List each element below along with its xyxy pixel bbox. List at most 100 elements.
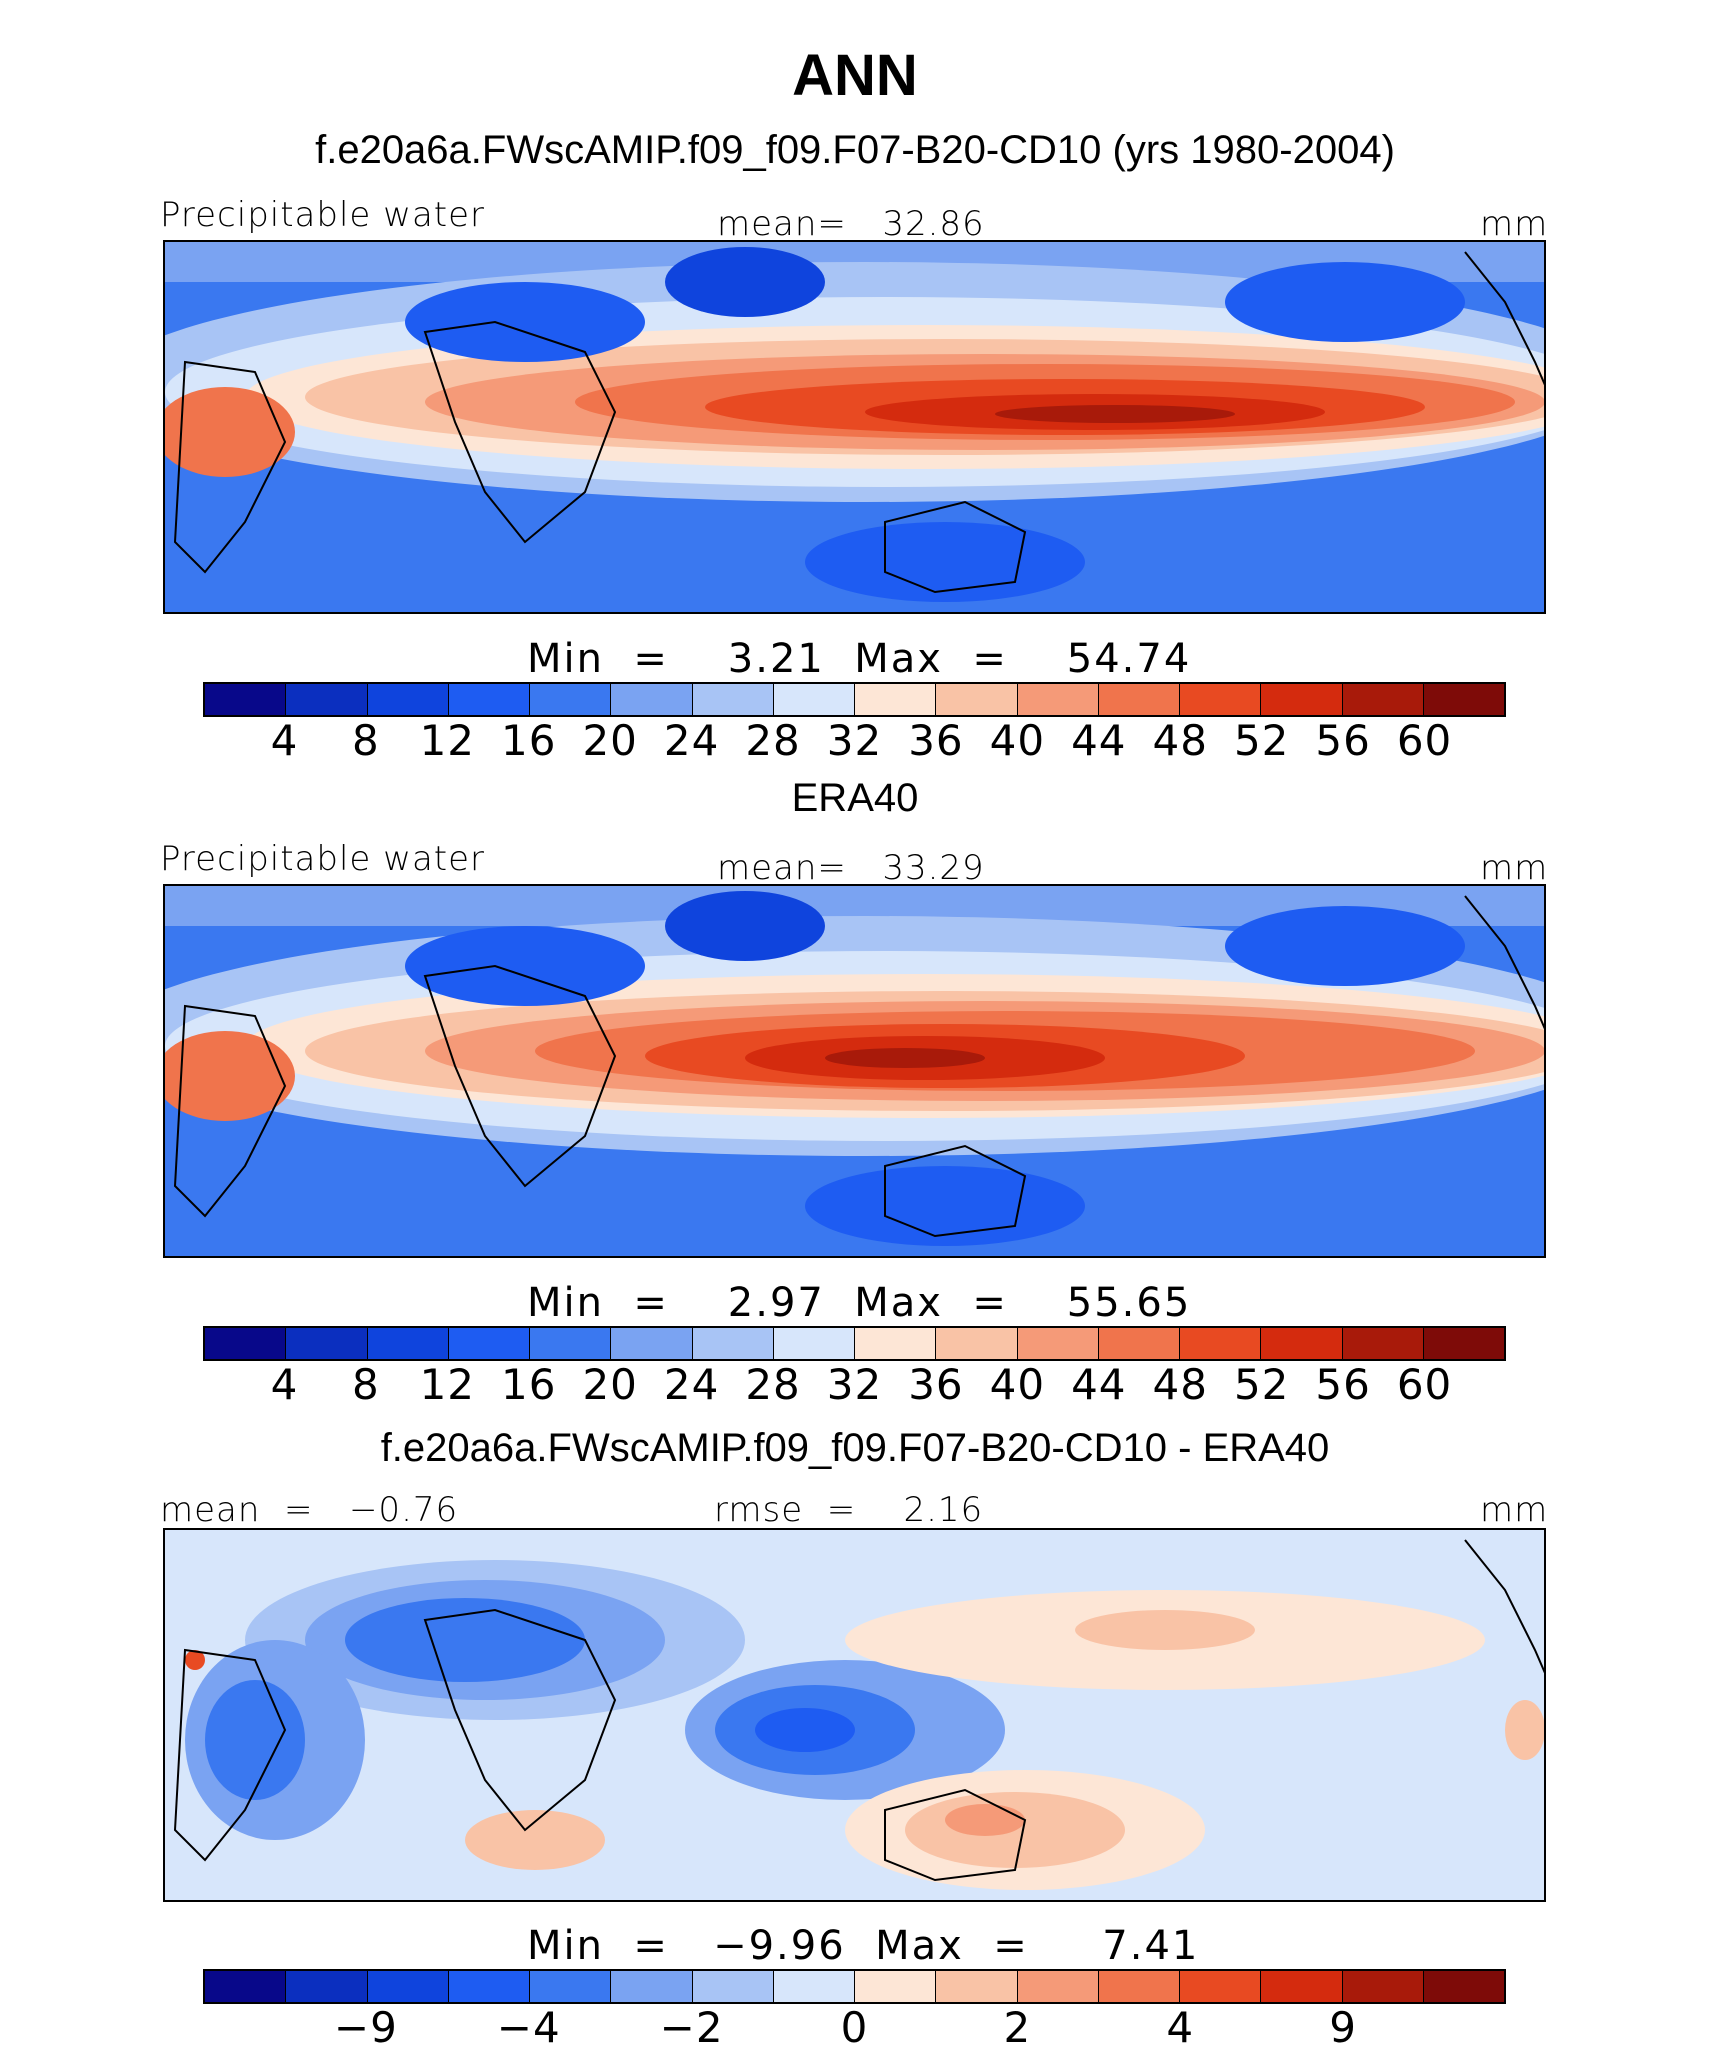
panel-2-field: [165, 886, 1544, 1256]
colorbar-swatch: [936, 684, 1018, 715]
colorbar-swatch: [611, 684, 693, 715]
colorbar-swatch: [286, 1971, 368, 2002]
colorbar-swatch: [773, 684, 855, 715]
panel-1-colorbar: [203, 682, 1506, 717]
colorbar-tick-label: −2: [659, 2003, 724, 2052]
colorbar-tick-label: 32: [826, 1360, 883, 1409]
colorbar-swatch: [855, 684, 937, 715]
colorbar-swatch: [286, 1328, 368, 1359]
colorbar-tick-label: 60: [1396, 716, 1453, 765]
colorbar-swatch: [1342, 1328, 1424, 1359]
colorbar-tick-label: 44: [1071, 1360, 1127, 1409]
colorbar-swatch: [530, 1971, 612, 2002]
colorbar-swatch: [692, 1971, 774, 2002]
colorbar-tick-label: 20: [582, 716, 638, 765]
colorbar-tick-label: 44: [1071, 716, 1127, 765]
colorbar-tick-label: 52: [1233, 716, 1290, 765]
colorbar-swatch: [367, 1328, 449, 1359]
colorbar-swatch: [367, 684, 449, 715]
colorbar-swatch: [692, 684, 774, 715]
colorbar-swatch: [855, 1971, 937, 2002]
colorbar-tick-label: 0: [840, 2003, 869, 2052]
colorbar-swatch: [1342, 684, 1424, 715]
colorbar-tick-label: 48: [1152, 1360, 1208, 1409]
colorbar-swatch: [367, 1971, 449, 2002]
colorbar-tick-label: 52: [1233, 1360, 1290, 1409]
colorbar-swatch: [1017, 1328, 1099, 1359]
panel-2-colorbar: [203, 1326, 1506, 1361]
colorbar-swatch: [1423, 1328, 1504, 1359]
colorbar-swatch: [773, 1328, 855, 1359]
colorbar-swatch: [530, 684, 612, 715]
colorbar-swatch: [1342, 1971, 1424, 2002]
colorbar-tick-label: 24: [663, 1360, 720, 1409]
colorbar-swatch: [448, 1971, 530, 2002]
colorbar-swatch: [205, 684, 287, 715]
colorbar-swatch: [773, 1971, 855, 2002]
colorbar-swatch: [611, 1971, 693, 2002]
colorbar-tick-label: 24: [663, 716, 720, 765]
colorbar-swatch: [530, 1328, 612, 1359]
panel-3-colorbar: [203, 1969, 1506, 2004]
panel-2-tick-labels: 4 8 12 16 20 24 28 32 36 40 44 48 52 56 …: [203, 1360, 1506, 1409]
colorbar-swatch: [1261, 684, 1343, 715]
colorbar-tick-label: 40: [989, 1360, 1046, 1409]
colorbar-tick-label: 2: [1003, 2003, 1032, 2052]
colorbar-tick-label: 12: [419, 716, 476, 765]
colorbar-tick-label: 40: [989, 716, 1046, 765]
panel-3-field: [165, 1530, 1544, 1900]
colorbar-swatch: [1098, 684, 1180, 715]
panel-2-variable-label: Precipitable water: [160, 839, 486, 879]
colorbar-tick-label: 48: [1152, 716, 1208, 765]
colorbar-swatch: [936, 1971, 1018, 2002]
panel-3-rmse-label: rmse = 2.16: [714, 1490, 984, 1530]
colorbar-tick-label: 20: [582, 1360, 638, 1409]
colorbar-swatch: [1017, 684, 1099, 715]
colorbar-tick-label: 28: [745, 716, 801, 765]
colorbar-tick-label: 9: [1329, 2003, 1357, 2052]
colorbar-swatch: [1180, 1971, 1262, 2002]
figure-title: ANN: [792, 43, 918, 108]
colorbar-swatch: [855, 1328, 937, 1359]
colorbar-tick-label: 12: [419, 1360, 476, 1409]
colorbar-swatch: [1098, 1971, 1180, 2002]
colorbar-swatch: [1261, 1328, 1343, 1359]
colorbar-tick-label: 56: [1315, 1360, 1371, 1409]
panel-1-map: [163, 240, 1546, 614]
colorbar-tick-label: 4: [270, 1360, 299, 1409]
colorbar-swatch: [692, 1328, 774, 1359]
panel-1-variable-label: Precipitable water: [160, 195, 486, 235]
colorbar-tick-label: 36: [908, 716, 964, 765]
panel-3-units: mm: [1480, 1490, 1549, 1530]
colorbar-tick-label: 28: [745, 1360, 801, 1409]
panel-1-minmax: Min = 3.21 Max = 54.74: [527, 636, 1192, 682]
panel-3-minmax: Min = −9.96 Max = 7.41: [527, 1923, 1200, 1969]
panel-1-units: mm: [1480, 204, 1549, 244]
colorbar-swatch: [1423, 1971, 1504, 2002]
colorbar-swatch: [611, 1328, 693, 1359]
colorbar-swatch: [205, 1971, 287, 2002]
colorbar-swatch: [286, 684, 368, 715]
panel-3-tick-labels: −9 −4 −2 0 2 4 9: [203, 2003, 1506, 2052]
colorbar-swatch: [1423, 684, 1504, 715]
colorbar-swatch: [1098, 1328, 1180, 1359]
colorbar-swatch: [1180, 1328, 1262, 1359]
colorbar-tick-label: 32: [826, 716, 883, 765]
panel-3-map: [163, 1528, 1546, 1902]
colorbar-tick-label: −9: [333, 2003, 398, 2052]
panel-3-mean-label: mean = −0.76: [160, 1490, 459, 1530]
colorbar-swatch: [1017, 1971, 1099, 2002]
panel-2-mean-label: mean= 33.29: [717, 848, 985, 888]
colorbar-tick-label: 8: [352, 1360, 380, 1409]
panel-2-minmax: Min = 2.97 Max = 55.65: [527, 1280, 1192, 1326]
colorbar-tick-label: 8: [352, 716, 380, 765]
panel-2-units: mm: [1480, 848, 1549, 888]
colorbar-swatch: [448, 684, 530, 715]
panel-3-title: f.e20a6a.FWscAMIP.f09_f09.F07-B20-CD10 -…: [380, 1426, 1330, 1470]
panel-2-map: [163, 884, 1546, 1258]
colorbar-tick-label: 16: [501, 1360, 557, 1409]
colorbar-tick-label: 56: [1315, 716, 1371, 765]
colorbar-tick-label: −4: [496, 2003, 561, 2052]
colorbar-swatch: [448, 1328, 530, 1359]
colorbar-swatch: [1180, 684, 1262, 715]
